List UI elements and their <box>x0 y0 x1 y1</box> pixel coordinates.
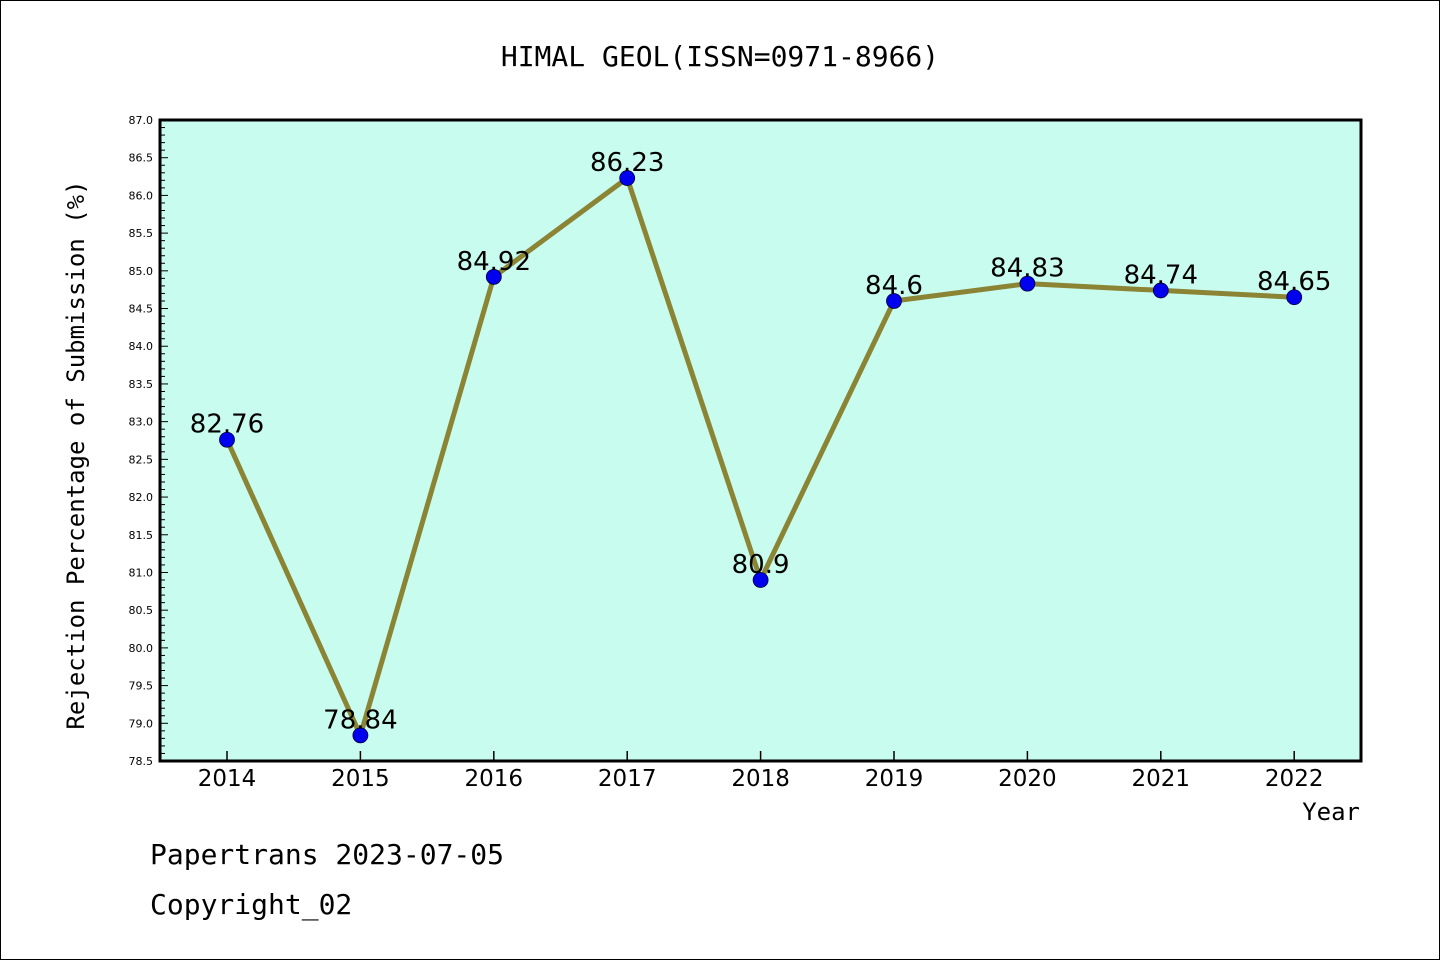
x-tick-label: 2016 <box>465 766 524 792</box>
footer-copyright: Copyright_02 <box>150 888 352 922</box>
data-label: 84.6 <box>865 271 923 301</box>
y-tick-label: 87.0 <box>129 114 154 127</box>
y-tick-label: 85.0 <box>129 265 154 278</box>
y-tick-label: 83.0 <box>129 416 154 429</box>
x-tick-label: 2018 <box>731 766 790 792</box>
y-tick-label: 78.5 <box>129 755 154 768</box>
y-tick-label: 83.5 <box>129 378 154 391</box>
y-tick-label: 86.0 <box>129 189 154 202</box>
data-point <box>1152 282 1169 299</box>
series-group: 82.76 78.84 84.92 86.23 80.9 84.6 84.83 84.74 84… <box>190 148 1331 744</box>
y-tick-label: 80.0 <box>129 642 154 655</box>
x-tick-label: 2015 <box>331 766 390 792</box>
data-point <box>1019 275 1036 292</box>
y-axis-ticks: 78.5 79.0 79.5 80.0 80.5 81.0 81.5 82.0 82.5 83.0… <box>129 114 168 768</box>
y-tick-label: 84.5 <box>129 303 154 316</box>
y-tick-label: 86.5 <box>129 152 154 165</box>
data-label: 84.65 <box>1257 267 1331 297</box>
footer-papertrans: Papertrans 2023-07-05 <box>150 838 504 871</box>
data-label: 84.74 <box>1124 260 1198 290</box>
y-tick-label: 80.5 <box>129 604 154 617</box>
data-label: 80.9 <box>732 550 790 580</box>
x-tick-label: 2014 <box>198 766 257 792</box>
data-label: 86.23 <box>590 148 664 178</box>
data-label: 78.84 <box>323 705 397 735</box>
y-tick-label: 81.0 <box>129 566 154 579</box>
x-tick-label: 2021 <box>1132 766 1191 792</box>
x-tick-label: 2020 <box>998 766 1057 792</box>
y-tick-label: 85.5 <box>129 227 154 240</box>
x-tick-label: 2017 <box>598 766 657 792</box>
y-tick-label: 84.0 <box>129 340 154 353</box>
y-axis-label: Rejection Percentage of Submission (%) <box>62 180 90 729</box>
data-point <box>752 572 769 588</box>
data-point <box>352 727 369 744</box>
y-tick-label: 79.5 <box>129 680 154 693</box>
data-point <box>619 170 636 186</box>
chart-title: HIMAL GEOL(ISSN=0971-8966) <box>501 40 939 73</box>
y-tick-label: 79.0 <box>129 717 154 730</box>
plot-area <box>158 118 1363 763</box>
y-tick-label: 81.5 <box>129 529 154 542</box>
data-label: 84.92 <box>457 247 531 277</box>
y-tick-label: 82.0 <box>129 491 154 504</box>
x-tick-label: 2019 <box>865 766 924 792</box>
y-tick-label: 82.5 <box>129 453 154 466</box>
data-label: 84.83 <box>990 254 1064 284</box>
x-axis-ticks: 2014 2015 2016 2017 2018 2019 2020 2021 2022 <box>198 751 1324 792</box>
data-label: 82.76 <box>190 410 264 440</box>
data-point <box>886 293 902 309</box>
data-point <box>485 268 502 285</box>
data-point <box>1286 289 1303 306</box>
x-tick-label: 2022 <box>1265 766 1324 792</box>
data-point <box>219 431 235 448</box>
x-axis-label: Year <box>1302 798 1360 826</box>
